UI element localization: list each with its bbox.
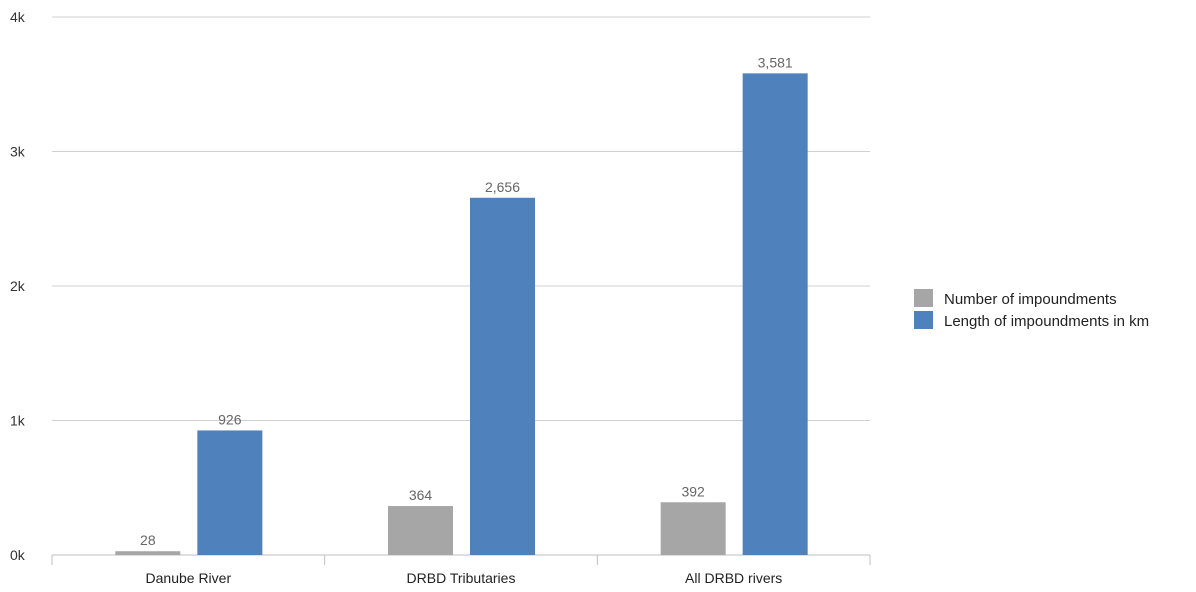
legend-swatch [914,289,933,307]
y-tick-label: 1k [10,413,26,429]
data-label: 28 [140,532,156,548]
bar-length-0 [197,430,263,555]
bar-length-1 [470,197,535,555]
data-label: 926 [218,411,242,427]
category-label: All DRBD rivers [685,570,782,586]
bar-number-2 [660,502,726,555]
y-axis-ticks: 0k 1k 2k 3k 4k [10,9,26,563]
y-tick-label: 2k [10,278,26,294]
category-label: Danube River [146,570,232,586]
legend-swatch [914,311,933,329]
category-label: DRBD Tributaries [407,570,516,586]
data-label: 2,656 [485,179,520,195]
gridlines [52,16,870,421]
legend-label: Length of impoundments in km [944,313,1149,330]
data-labels: 28 926 364 2,656 392 3,581 [140,54,793,548]
y-tick-label: 3k [10,144,26,160]
data-label: 3,581 [758,54,793,70]
data-label: 364 [409,487,433,503]
x-axis [51,554,871,565]
y-tick-label: 4k [10,9,26,25]
bar-number-0 [115,551,181,555]
legend-label: Number of impoundments [944,291,1117,308]
category-labels: Danube River DRBD Tributaries All DRBD riv… [146,570,783,586]
y-tick-label: 0k [10,547,26,563]
data-label: 392 [681,483,705,499]
bar-length-2 [742,73,808,555]
bar-number-1 [388,506,453,555]
bars [115,73,808,555]
legend: Number of impoundments Length of impoundm… [914,289,1149,330]
